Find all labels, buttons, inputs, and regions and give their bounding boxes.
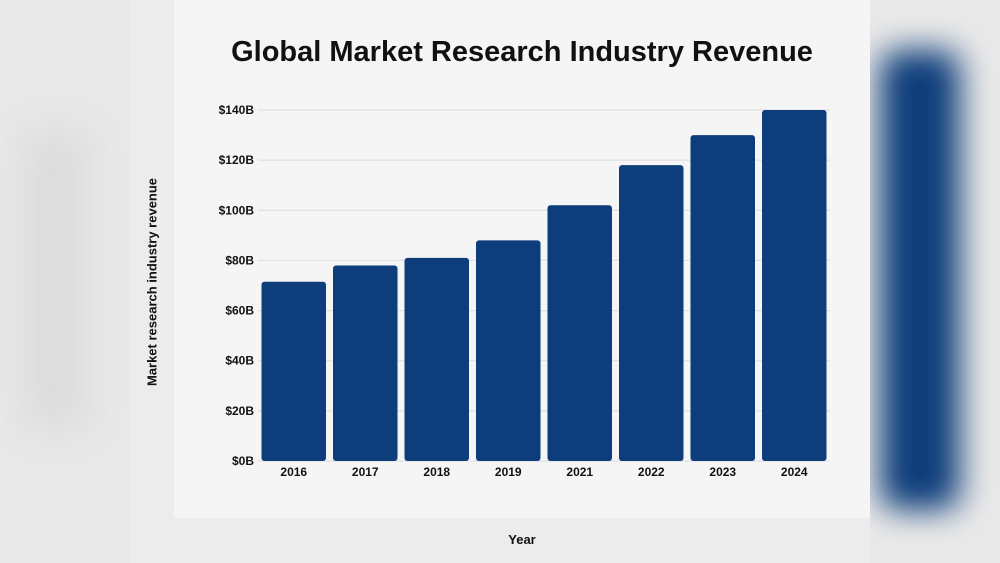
x-tick-label: 2016 (280, 465, 307, 479)
y-axis-label-strip (130, 0, 174, 563)
bar-2024 (762, 110, 827, 461)
bar-2023 (690, 135, 755, 462)
bar-2021 (547, 205, 612, 461)
bar-2019 (476, 240, 541, 461)
y-tick-label: $80B (225, 253, 254, 267)
y-tick-label: $40B (225, 354, 254, 368)
y-tick-label: $100B (219, 203, 255, 217)
bar-2022 (619, 165, 684, 461)
x-axis-label-strip (174, 518, 870, 563)
x-tick-label: 2022 (638, 465, 665, 479)
bar-2016 (261, 281, 326, 461)
bar-2018 (404, 257, 469, 461)
x-tick-label: 2018 (423, 465, 450, 479)
chart-title: Global Market Research Industry Revenue (231, 36, 813, 68)
x-tick-label: 2017 (352, 465, 379, 479)
y-tick-label: $60B (225, 304, 254, 318)
y-tick-label: $120B (219, 153, 255, 167)
x-tick-label: 2021 (566, 465, 593, 479)
x-tick-label: 2019 (495, 465, 522, 479)
y-tick-label: $0B (232, 454, 254, 468)
chart-card: Global Market Research Industry Revenue … (130, 0, 870, 563)
bar-chart: $0B $20B $40B $60B $80B $100B $120B $140B 2016 20… (219, 103, 830, 479)
y-tick-label: $20B (225, 404, 254, 418)
bar-2017 (333, 265, 398, 461)
x-tick-label: 2023 (709, 465, 736, 479)
background-left (0, 0, 130, 563)
x-axis-label: Year (508, 532, 536, 547)
x-tick-label: 2024 (781, 465, 808, 479)
background-right (870, 0, 1000, 563)
y-tick-label: $140B (219, 103, 255, 117)
